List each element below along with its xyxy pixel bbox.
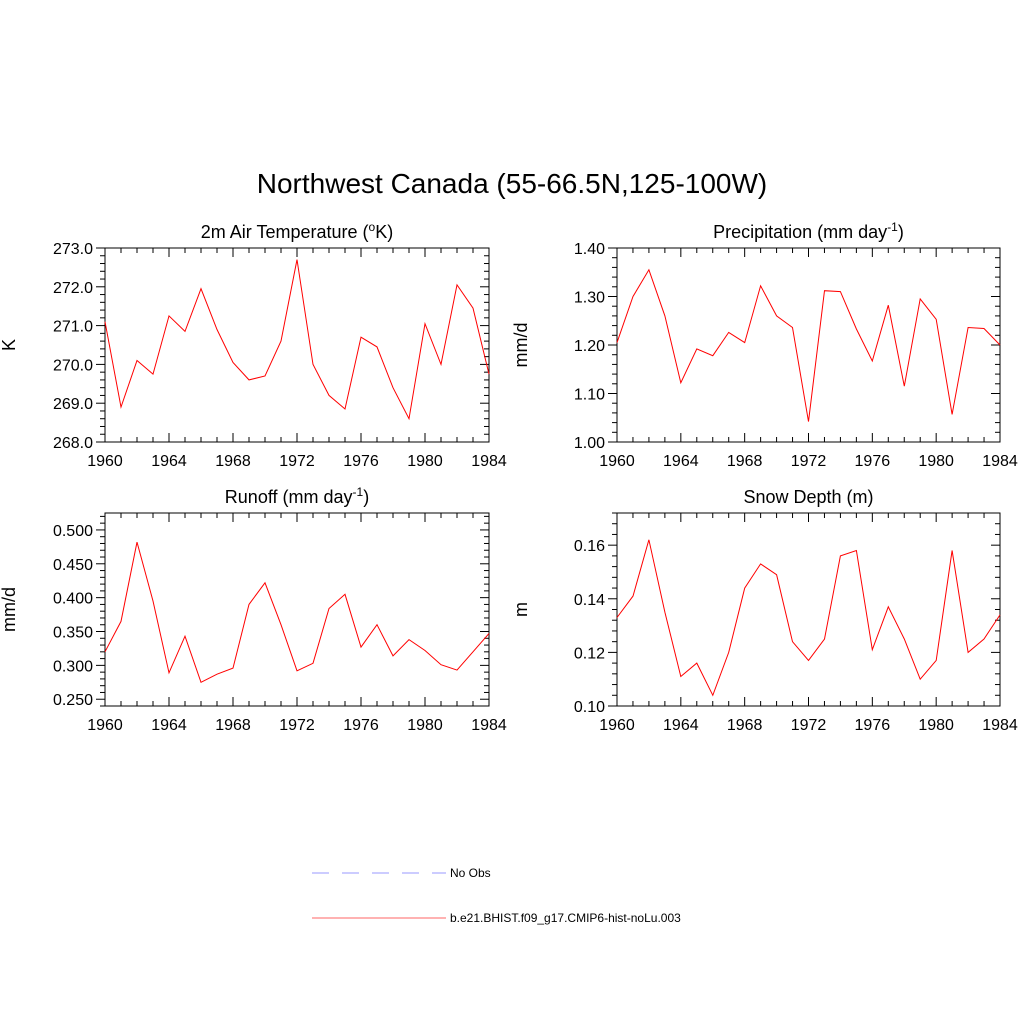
air-temperature-xtick-label: 1968 <box>215 453 251 470</box>
runoff-ylabel: mm/d <box>0 587 19 632</box>
snow-depth-xtick-label: 1984 <box>982 717 1018 734</box>
air-temperature-series-line <box>104 259 490 421</box>
precipitation-ytick-label: 1.30 <box>574 290 605 307</box>
runoff-ytick-label: 0.300 <box>53 658 93 675</box>
air-temperature-ytick-label: 272.0 <box>53 280 93 297</box>
legend-label-model: b.e21.BHIST.f09_g17.CMIP6-hist-noLu.003 <box>450 911 681 925</box>
runoff-frame <box>104 512 490 707</box>
precipitation-xtick-label: 1972 <box>791 453 827 470</box>
snow-depth-xtick-label: 1972 <box>791 717 827 734</box>
air-temperature-xtick-label: 1980 <box>407 453 443 470</box>
snow-depth-ytick-label: 0.14 <box>574 592 605 609</box>
runoff-ytick-label: 0.400 <box>53 591 93 608</box>
runoff-xtick-label: 1972 <box>279 717 315 734</box>
air-temperature-xtick-label: 1972 <box>279 453 315 470</box>
snow-depth-ylabel: m <box>511 602 531 617</box>
snow-depth-series-line <box>616 539 1001 697</box>
runoff-series-line <box>104 541 490 684</box>
air-temperature-ytick-label: 271.0 <box>53 319 93 336</box>
snow-depth-ytick-label: 0.16 <box>574 538 605 555</box>
air-temperature-ytick-label: 273.0 <box>53 241 93 258</box>
air-temperature-ytick-label: 269.0 <box>53 396 93 413</box>
air-temperature-ylabel: K <box>0 339 19 351</box>
runoff-xtick-label: 1968 <box>215 717 251 734</box>
runoff-xtick-label: 1960 <box>87 717 123 734</box>
precipitation-xtick-label: 1976 <box>855 453 891 470</box>
snow-depth-ytick-label: 0.10 <box>574 699 605 716</box>
runoff-title-main: Runoff (mm day <box>225 487 353 507</box>
precipitation-xtick-label: 1980 <box>918 453 954 470</box>
air-temperature-title-sup: o <box>369 220 376 234</box>
precipitation-xtick-label: 1960 <box>599 453 635 470</box>
precipitation-ytick-label: 1.20 <box>574 338 605 355</box>
precipitation-xtick-label: 1984 <box>982 453 1018 470</box>
air-temperature-title-main: 2m Air Temperature ( <box>201 222 369 242</box>
air-temperature-title-tail: K) <box>375 222 393 242</box>
air-temperature-frame <box>104 247 490 443</box>
air-temperature-xtick-label: 1976 <box>343 453 379 470</box>
snow-depth-xtick-label: 1980 <box>918 717 954 734</box>
snow-depth-xtick-label: 1960 <box>599 717 635 734</box>
snow-depth-xtick-label: 1964 <box>663 717 699 734</box>
runoff-ytick-label: 0.250 <box>53 692 93 709</box>
runoff-title-tail: ) <box>363 487 369 507</box>
runoff-ytick-label: 0.450 <box>53 557 93 574</box>
snow-depth-xtick-label: 1976 <box>855 717 891 734</box>
snow-depth-ytick-label: 0.12 <box>574 645 605 662</box>
precipitation-series-line <box>616 268 1001 422</box>
precipitation-title: Precipitation (mm day-1) <box>713 220 904 242</box>
runoff-xtick-label: 1984 <box>471 717 507 734</box>
runoff-xtick-label: 1980 <box>407 717 443 734</box>
precipitation-xtick-label: 1964 <box>663 453 699 470</box>
precipitation-title-tail: ) <box>898 222 904 242</box>
runoff-ytick-label: 0.500 <box>53 523 93 540</box>
snow-depth-title: Snow Depth (m) <box>743 487 873 507</box>
legend-label-no-obs: No Obs <box>450 866 491 880</box>
runoff-title: Runoff (mm day-1) <box>225 485 369 507</box>
air-temperature-xtick-label: 1960 <box>87 453 123 470</box>
air-temperature-xtick-label: 1964 <box>151 453 187 470</box>
snow-depth-frame <box>616 512 1001 707</box>
precipitation-ytick-label: 1.40 <box>574 241 605 258</box>
legend <box>312 872 446 919</box>
precipitation-ytick-label: 1.00 <box>574 435 605 452</box>
precipitation-title-main: Precipitation (mm day <box>713 222 887 242</box>
air-temperature-ytick-label: 268.0 <box>53 435 93 452</box>
precipitation-ylabel: mm/d <box>511 323 531 368</box>
precipitation-title-sup: -1 <box>887 220 898 234</box>
precipitation-ytick-label: 1.10 <box>574 387 605 404</box>
panel-runoff: 1960 1964 1968 1972 1976 1980 1984 0.250 0.300 0.… <box>0 485 507 734</box>
figure-title: Northwest Canada (55-66.5N,125-100W) <box>256 168 768 199</box>
runoff-xtick-label: 1976 <box>343 717 379 734</box>
snow-depth-xtick-label: 1968 <box>727 717 763 734</box>
precipitation-xtick-label: 1968 <box>727 453 763 470</box>
air-temperature-ytick-label: 270.0 <box>53 357 93 374</box>
air-temperature-title: 2m Air Temperature (oK) <box>201 220 393 242</box>
panel-precipitation: 1960 1964 1968 1972 1976 1980 1984 1.00 1.10 1.20… <box>511 220 1018 470</box>
runoff-title-sup: -1 <box>353 485 364 499</box>
panel-air-temperature: 1960 1964 1968 1972 1976 1980 1984 268.0 269.0 27… <box>0 220 507 470</box>
snow-depth-title-main: Snow Depth (m) <box>743 487 873 507</box>
precipitation-frame <box>616 247 1001 443</box>
runoff-ytick-label: 0.350 <box>53 625 93 642</box>
air-temperature-xtick-label: 1984 <box>471 453 507 470</box>
panel-snow-depth: 1960 1964 1968 1972 1976 1980 1984 0.10 0.12 0.14… <box>511 487 1018 734</box>
runoff-xtick-label: 1964 <box>151 717 187 734</box>
